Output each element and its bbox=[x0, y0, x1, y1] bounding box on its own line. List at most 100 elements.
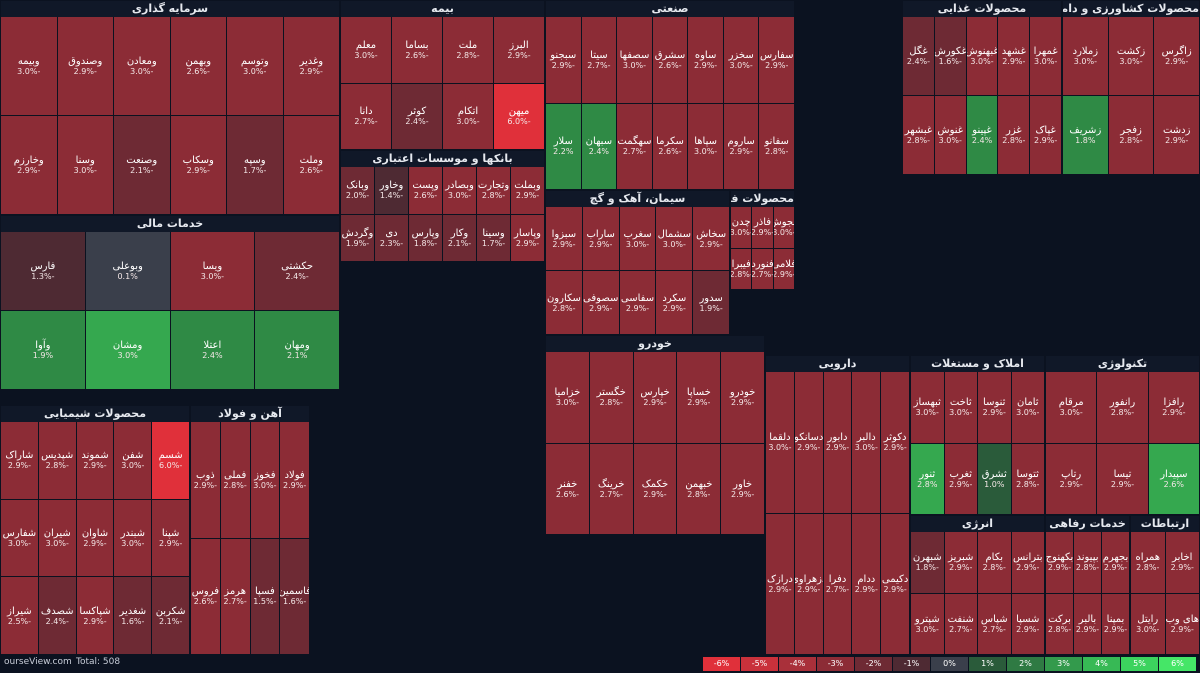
stock-tile[interactable]: سشمال -3.0% bbox=[656, 207, 693, 270]
stock-tile[interactable]: وبصادر -3.0% bbox=[443, 167, 476, 214]
stock-tile[interactable]: شبریز -2.9% bbox=[944, 532, 977, 593]
stock-tile[interactable]: بکام -2.8% bbox=[978, 532, 1011, 593]
sector-agri[interactable]: محصولات کشاورزی و دامپروریزاگرس-2.9%زکشت… bbox=[1062, 0, 1200, 175]
stock-tile[interactable]: غکورش -1.6% bbox=[934, 17, 966, 95]
stock-tile[interactable]: وپاسار -2.9% bbox=[511, 214, 544, 261]
stock-tile[interactable]: سلار 2.2% bbox=[546, 103, 581, 189]
stock-tile[interactable]: زدشت -2.9% bbox=[1154, 96, 1199, 174]
stock-tile[interactable]: دکیمی -2.9% bbox=[881, 513, 909, 654]
stock-tile[interactable]: خگستر -2.8% bbox=[589, 352, 633, 443]
stock-tile[interactable]: شموند -2.9% bbox=[76, 422, 114, 499]
stock-tile[interactable]: زشریف 1.8% bbox=[1063, 96, 1108, 174]
stock-tile[interactable]: سکرما -2.6% bbox=[652, 103, 688, 189]
stock-tile[interactable]: شکربن -2.1% bbox=[152, 577, 189, 654]
stock-tile[interactable]: غپاک -2.9% bbox=[1030, 96, 1061, 174]
stock-tile[interactable]: دزهراوی-2.9% bbox=[794, 513, 823, 654]
stock-tile[interactable]: زکشت -3.0% bbox=[1108, 17, 1154, 95]
stock-tile[interactable]: رانفور -2.8% bbox=[1097, 372, 1148, 443]
stock-tile[interactable]: بساما -2.6% bbox=[392, 17, 442, 83]
sector-industrial[interactable]: صنعتی سفارس -2.9% سخزر -3.0% ساوه -2.9% سشرق -2.… bbox=[545, 0, 795, 190]
stock-tile[interactable]: وبهمن -2.6% bbox=[170, 17, 226, 115]
stock-tile[interactable]: شپدیس -2.8% bbox=[38, 422, 76, 499]
sector-bank[interactable]: بانکها و موسسات اعتباری وبملت -2.9% وتجارت -… bbox=[340, 150, 545, 262]
sector-pharma[interactable]: دارویی دکوثر -2.9% دالبر -3.0% دابور -2.9% دسان… bbox=[765, 355, 910, 655]
stock-tile[interactable]: خبهمن -2.8% bbox=[677, 443, 721, 534]
stock-tile[interactable]: زفجر -2.8% bbox=[1108, 96, 1154, 174]
stock-tile[interactable]: رایتل -3.0% bbox=[1131, 593, 1165, 654]
stock-tile[interactable]: بجهرم -2.9% bbox=[1102, 532, 1129, 593]
stock-tile[interactable]: وبملت -2.9% bbox=[511, 167, 544, 214]
stock-tile[interactable]: رافزا -2.9% bbox=[1148, 372, 1199, 443]
stock-tile[interactable]: برکت -2.8% bbox=[1046, 593, 1073, 654]
stock-tile[interactable]: سفارس -2.9% bbox=[759, 17, 794, 103]
stock-tile[interactable]: شنفت -2.7% bbox=[944, 593, 977, 654]
stock-tile[interactable]: سفاسی -2.9% bbox=[619, 271, 656, 334]
stock-tile[interactable]: ویسا -3.0% bbox=[170, 232, 255, 310]
stock-tile[interactable]: ساراب -2.9% bbox=[582, 207, 619, 270]
stock-tile[interactable]: وگردش -1.9% bbox=[341, 214, 374, 261]
stock-tile[interactable]: شغدیر -1.6% bbox=[114, 577, 152, 654]
stock-tile[interactable]: سصوفی -2.9% bbox=[582, 271, 619, 334]
stock-tile[interactable]: فملی -2.8% bbox=[220, 422, 250, 538]
sector-utilities[interactable]: انرژی بترانس -2.9% بکام -2.8% شبریز -2.9% شبهرن… bbox=[910, 515, 1045, 655]
stock-tile[interactable]: ذوب -2.9% bbox=[191, 422, 220, 538]
stock-tile[interactable]: بپیوند -2.8% bbox=[1074, 532, 1101, 593]
stock-tile[interactable]: سفانو -2.8% bbox=[759, 103, 794, 189]
stock-tile[interactable]: همراه -2.8% bbox=[1131, 532, 1165, 593]
stock-tile[interactable]: سکارون -2.8% bbox=[546, 271, 582, 334]
stock-tile[interactable]: وپست -2.6% bbox=[409, 167, 442, 214]
stock-tile[interactable]: غپینو 2.4% bbox=[966, 96, 998, 174]
stock-tile[interactable]: درازک -2.9% bbox=[766, 513, 794, 654]
stock-tile[interactable]: غگل -2.4% bbox=[903, 17, 934, 95]
stock-tile[interactable]: ثنوسا -2.9% bbox=[978, 372, 1011, 443]
stock-tile[interactable]: بالبر -2.9% bbox=[1074, 593, 1101, 654]
stock-tile[interactable]: وکار -2.1% bbox=[443, 214, 476, 261]
stock-tile[interactable]: های وب -2.9% bbox=[1165, 593, 1199, 654]
stock-tile[interactable]: بمپنا -2.9% bbox=[1102, 593, 1129, 654]
stock-tile[interactable]: خاور -2.9% bbox=[721, 443, 764, 534]
stock-tile[interactable]: شیران -3.0% bbox=[38, 499, 76, 577]
stock-tile[interactable]: ثنور 2.8% bbox=[911, 443, 944, 514]
stock-tile[interactable]: اتکام -3.0% bbox=[443, 83, 493, 149]
stock-tile[interactable]: وسنا -3.0% bbox=[57, 116, 113, 214]
stock-tile[interactable]: خفنر -2.6% bbox=[546, 443, 589, 534]
stock-tile[interactable]: فلامی-2.9% bbox=[773, 248, 794, 289]
stock-tile[interactable]: دی -2.3% bbox=[375, 214, 408, 261]
stock-tile[interactable]: وتجارت -2.8% bbox=[477, 167, 510, 214]
stock-tile[interactable]: سخزر -3.0% bbox=[723, 17, 759, 103]
stock-tile[interactable]: خرینگ -2.7% bbox=[589, 443, 633, 534]
stock-tile[interactable]: فجوش-3.0% bbox=[773, 207, 794, 248]
stock-tile[interactable]: غنوش -3.0% bbox=[934, 96, 966, 174]
stock-tile[interactable]: فنورد-2.7% bbox=[752, 248, 773, 289]
stock-tile[interactable]: دانا -2.7% bbox=[341, 83, 391, 149]
stock-tile[interactable]: غبهنوش -3.0% bbox=[966, 17, 998, 95]
stock-tile[interactable]: وصنعت -2.1% bbox=[114, 116, 170, 214]
stock-tile[interactable]: شاوان -2.9% bbox=[76, 499, 114, 577]
stock-tile[interactable]: دفرا -2.7% bbox=[823, 513, 852, 654]
sector-auto[interactable]: خودرو خودرو -2.9% خساپا -2.9% خپارس -2.9% خگستر… bbox=[545, 335, 765, 535]
stock-tile[interactable]: شیراز -2.5% bbox=[1, 577, 38, 654]
stock-tile[interactable]: شصدف -2.4% bbox=[38, 577, 76, 654]
stock-tile[interactable]: سبزوا -2.9% bbox=[546, 207, 582, 270]
stock-tile[interactable]: ساوه -2.9% bbox=[688, 17, 723, 103]
stock-tile[interactable]: ثتوسا -2.8% bbox=[1011, 443, 1044, 514]
stock-tile[interactable]: وخارزم -2.9% bbox=[1, 116, 57, 214]
stock-tile[interactable]: غشهد -2.9% bbox=[998, 17, 1030, 95]
stock-tile[interactable]: شسم -6.0% bbox=[152, 422, 189, 499]
sector-insurance[interactable]: بیمه البرز -2.9% ملت -2.8% بساما -2.6% معلم -3.0… bbox=[340, 0, 545, 150]
sector-tech[interactable]: تکنولوژی رافزا -2.9% رانفور -2.8% مرقام -3.0% س… bbox=[1045, 355, 1200, 515]
stock-tile[interactable]: ومشان 3.0% bbox=[85, 311, 170, 389]
stock-tile[interactable]: فارس -1.3% bbox=[1, 232, 85, 310]
sector-iron[interactable]: آهن و فولاد فولاد -2.9% فخوز -3.0% فملی -2.8% ذ… bbox=[190, 405, 310, 655]
stock-tile[interactable]: سغرب -3.0% bbox=[619, 207, 656, 270]
stock-tile[interactable]: شبندر -3.0% bbox=[114, 499, 152, 577]
stock-tile[interactable]: فسپا -1.5% bbox=[250, 538, 280, 654]
stock-tile[interactable]: سیتا -2.7% bbox=[581, 17, 617, 103]
stock-tile[interactable]: وسینا -1.7% bbox=[477, 214, 510, 261]
stock-tile[interactable]: وبوعلی 0.1% bbox=[85, 232, 170, 310]
stock-tile[interactable]: وبیمه -3.0% bbox=[1, 17, 57, 115]
stock-tile[interactable]: ملت -2.8% bbox=[443, 17, 493, 83]
sector-metal[interactable]: محصولات فلزیفجوش-3.0%فاذر-2.9%چدن-3.0%فل… bbox=[730, 190, 795, 290]
stock-tile[interactable]: کوثر -2.4% bbox=[392, 83, 442, 149]
sector-investment[interactable]: سرمایه گذاری وغدیر -2.9% وتوسم -3.0% وبهمن -2.… bbox=[0, 0, 340, 215]
